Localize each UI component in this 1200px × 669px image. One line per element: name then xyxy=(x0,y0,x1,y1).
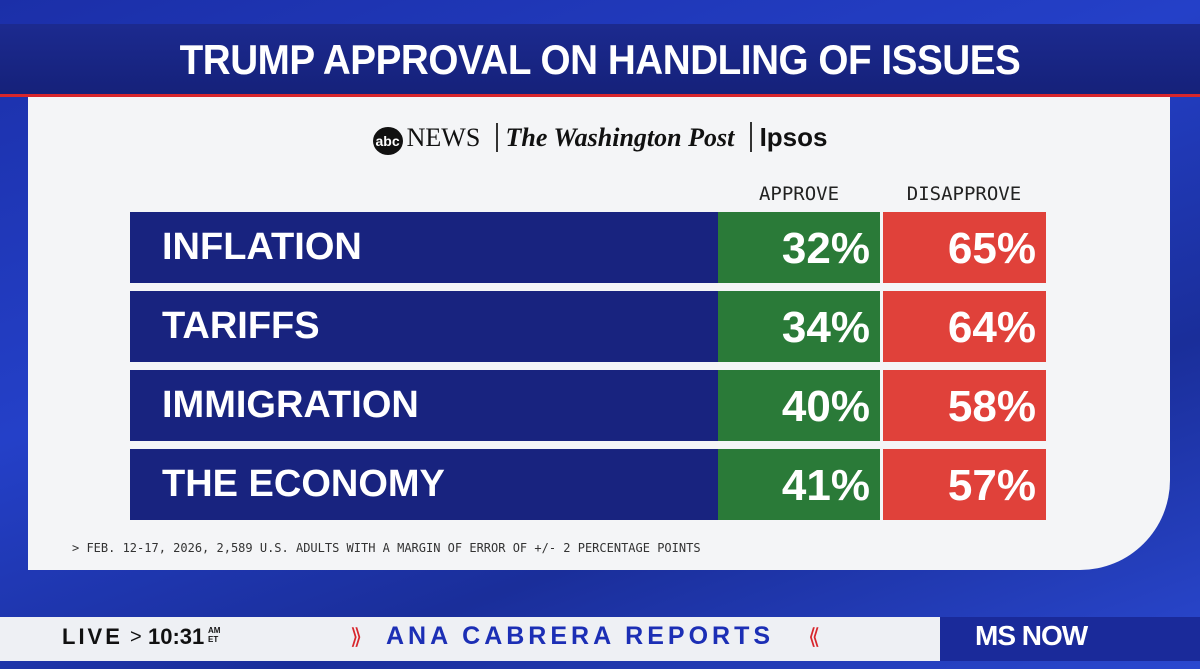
approve-cell: 32% xyxy=(718,212,880,283)
ticker xyxy=(0,617,940,661)
title: TRUMP APPROVAL ON HANDLING OF ISSUES xyxy=(179,36,1021,83)
disapprove-cell: 57% xyxy=(883,449,1046,520)
approve-cell: 34% xyxy=(718,291,880,362)
network-bar xyxy=(940,617,1200,661)
network-logo: MS NOW xyxy=(975,620,1088,651)
separator: > xyxy=(130,626,142,648)
column-header: DISAPPROVE xyxy=(906,183,1022,205)
disapprove-cell: 64% xyxy=(883,291,1046,362)
source-logo: Ipsos xyxy=(749,122,828,152)
source-logo: The Washington Post xyxy=(495,123,735,152)
sources: abc NEWS The Washington Post Ipsos xyxy=(0,122,1200,155)
row-label: TARIFFS xyxy=(130,291,718,362)
chevron: ⟪ xyxy=(808,624,821,649)
approve-cell: 40% xyxy=(718,370,880,441)
live-label: LIVE xyxy=(62,624,123,649)
show-name: ANA CABRERA REPORTS xyxy=(385,622,775,650)
time: 10:31 xyxy=(148,624,205,649)
disapprove-cell: 58% xyxy=(883,370,1046,441)
row-label: THE ECONOMY xyxy=(130,449,718,520)
chevron: ⟫ xyxy=(350,624,363,649)
approve-cell: 41% xyxy=(718,449,880,520)
time-suffix: AM ET xyxy=(208,626,221,644)
row-label: INFLATION xyxy=(130,212,718,283)
source-logo: NEWS xyxy=(406,123,481,152)
footnote: > FEB. 12-17, 2026, 2,589 U.S. ADULTS WI… xyxy=(72,541,701,555)
title-bar xyxy=(0,24,1200,97)
source-logo: abc xyxy=(372,127,403,155)
disapprove-cell: 65% xyxy=(883,212,1046,283)
row-label: IMMIGRATION xyxy=(130,370,718,441)
column-header: APPROVE xyxy=(758,183,840,205)
